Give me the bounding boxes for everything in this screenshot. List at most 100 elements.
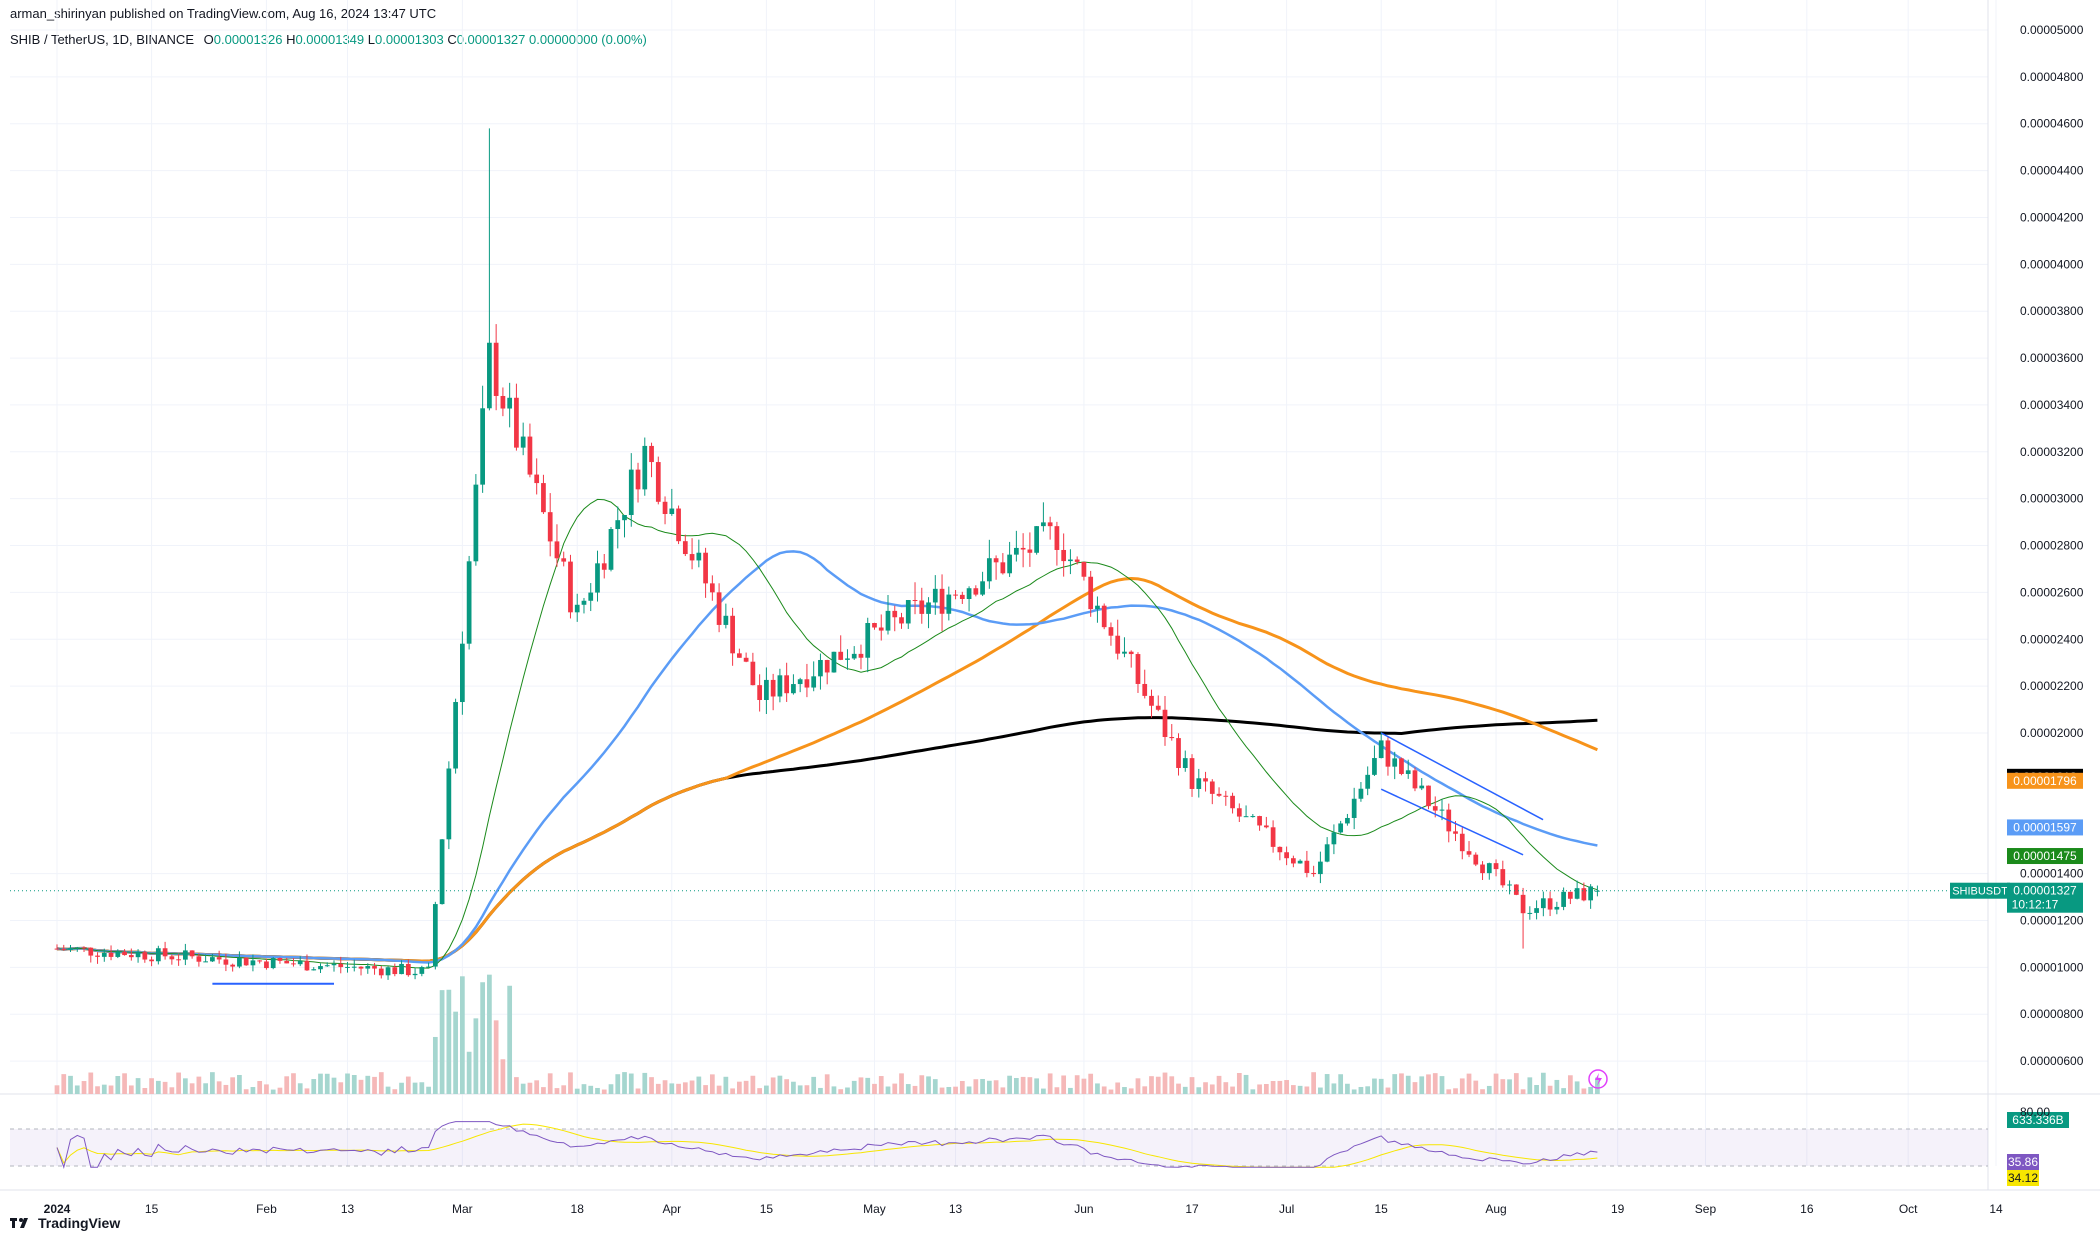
candle: [811, 661, 817, 692]
last-price-label: 0.00001327: [2013, 884, 2077, 898]
candle-body: [1270, 827, 1276, 847]
volume-bar: [68, 1075, 73, 1094]
volume-bar: [1439, 1076, 1445, 1094]
candle-body: [351, 966, 357, 968]
candle: [507, 382, 513, 428]
candle-body: [243, 957, 249, 966]
volume-bar: [189, 1083, 195, 1094]
volume-bar: [939, 1087, 945, 1094]
volume-bar: [973, 1079, 979, 1094]
volume-bar: [662, 1080, 668, 1094]
time-axis: 2024 15 Feb 13 Mar 18 Apr 15 May 13 Jun 17 Jul 15 Aug 1…: [44, 1202, 2003, 1216]
volume-bar: [1176, 1083, 1181, 1094]
candle: [1385, 736, 1391, 776]
candle: [581, 597, 587, 614]
last-price-bg: [2007, 882, 2083, 913]
volume-bar: [291, 1073, 296, 1094]
candle: [1318, 851, 1323, 884]
price-tick-label: 0.00001200: [2020, 913, 2084, 927]
volume-bar: [737, 1081, 742, 1094]
candle: [500, 387, 506, 417]
volume-bar: [1453, 1088, 1458, 1094]
volume-bar: [135, 1078, 141, 1094]
volume-bar: [338, 1082, 344, 1094]
volume-bar: [1061, 1075, 1067, 1094]
volume-bar: [311, 1079, 317, 1094]
candle-body: [507, 397, 513, 409]
candle-body: [1561, 891, 1566, 907]
candle: [858, 644, 864, 670]
candle-body: [1081, 561, 1087, 577]
candle-body: [128, 955, 134, 958]
candle-body: [1223, 795, 1229, 797]
volume-bar: [649, 1077, 654, 1094]
volume-bar: [635, 1088, 641, 1094]
volume-bar: [1412, 1082, 1418, 1094]
volume-bar: [905, 1084, 911, 1094]
candle-body: [959, 594, 965, 599]
candle: [460, 631, 465, 715]
candle: [574, 593, 580, 622]
candle-body: [1365, 774, 1371, 789]
tradingview-footer[interactable]: TradingView: [10, 1215, 120, 1231]
candle-body: [1527, 912, 1533, 914]
candle-body: [676, 508, 681, 542]
candle: [703, 547, 708, 598]
candle-body: [1189, 758, 1195, 789]
volume-bar: [1209, 1084, 1215, 1094]
volume-bar: [1135, 1078, 1141, 1094]
volume-bar: [1595, 1077, 1600, 1094]
candle-body: [1547, 898, 1553, 910]
candle-body: [912, 600, 918, 602]
candle-body: [155, 948, 161, 962]
time-tick-label: 16: [1800, 1202, 1814, 1216]
candle: [176, 953, 181, 966]
candle: [399, 960, 404, 975]
volume-bar: [574, 1088, 580, 1094]
candle: [554, 524, 560, 567]
candle-body: [304, 960, 310, 971]
candle-body: [581, 600, 587, 605]
candle: [169, 954, 175, 965]
volume-bar: [770, 1077, 776, 1094]
price-tick-label: 0.00003800: [2020, 304, 2084, 318]
candle-body: [608, 529, 614, 570]
ma-orange-line: [56, 576, 1598, 963]
candle-body: [980, 581, 985, 595]
candle-body: [1385, 740, 1391, 767]
candle: [926, 597, 931, 629]
candle-body: [892, 610, 898, 618]
candle: [1034, 526, 1039, 555]
symbol-name[interactable]: SHIB / TetherUS, 1D, BINANCE: [10, 32, 194, 47]
candle: [547, 493, 553, 557]
candle: [986, 539, 992, 589]
candle-body: [284, 960, 290, 964]
candle-body: [426, 966, 431, 968]
candle: [1108, 622, 1114, 646]
candle: [1054, 521, 1060, 566]
candle: [919, 587, 925, 624]
candle-body: [487, 342, 492, 409]
candle-body: [1162, 709, 1168, 738]
candle-body: [1466, 851, 1472, 855]
candle-body: [514, 397, 519, 448]
close-value: 0.00001327: [456, 32, 526, 47]
volume-bar: [986, 1080, 992, 1094]
volume-bar: [1169, 1076, 1175, 1094]
candle: [155, 945, 161, 965]
badge-bg: [2007, 848, 2083, 865]
candle: [1128, 650, 1134, 668]
volume-bar: [1182, 1086, 1188, 1094]
volume-bar: [345, 1073, 350, 1094]
time-tick-label: Jul: [1279, 1202, 1294, 1216]
volume-bar: [851, 1080, 857, 1094]
volume-bar: [128, 1085, 134, 1094]
volume-bar: [1588, 1086, 1593, 1094]
candle: [824, 659, 830, 685]
countdown-label: 10:12:17: [2012, 898, 2059, 912]
candle: [1236, 803, 1242, 823]
candle: [81, 946, 87, 952]
volume-bar: [1459, 1078, 1465, 1094]
candle-body: [770, 679, 776, 697]
